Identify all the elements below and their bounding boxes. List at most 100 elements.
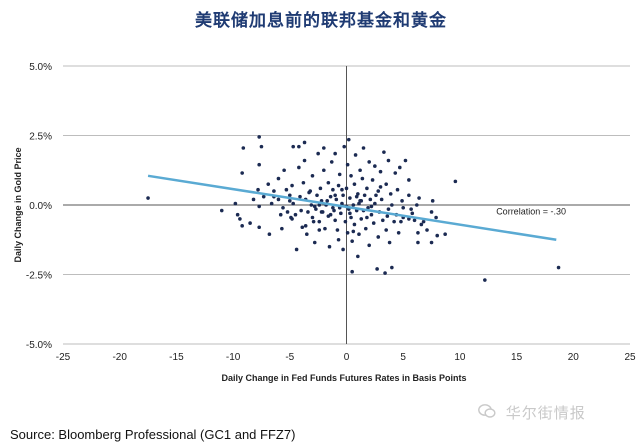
scatter-point <box>403 158 408 163</box>
scatter-point <box>272 189 276 193</box>
scatter-point <box>317 203 322 207</box>
scatter-point <box>241 146 246 150</box>
scatter-point <box>483 278 487 282</box>
scatter-point <box>323 226 327 231</box>
scatter-point <box>307 190 311 195</box>
scatter-point <box>341 193 345 198</box>
scatter-point <box>400 199 404 203</box>
scatter-point <box>385 214 390 218</box>
scatter-point <box>257 204 261 209</box>
scatter-point <box>416 240 420 245</box>
scatter-point <box>333 218 337 223</box>
scatter-point <box>248 221 252 225</box>
scatter-point <box>266 182 271 186</box>
scatter-point <box>359 217 364 221</box>
scatter-point <box>318 186 323 191</box>
scatter-point <box>368 197 373 202</box>
scatter-point <box>370 178 375 182</box>
scatter-point <box>397 165 402 170</box>
x-tick-label: 5 <box>400 352 406 363</box>
scatter-point <box>319 210 324 214</box>
scatter-point <box>298 194 302 199</box>
scatter-point <box>302 140 307 145</box>
scatter-point <box>367 160 371 164</box>
scatter-point <box>257 162 261 167</box>
x-tick-label: 25 <box>624 352 636 363</box>
scatter-point <box>219 208 224 213</box>
scatter-point <box>284 187 289 192</box>
scatter-point <box>399 219 403 224</box>
x-tick-label: 0 <box>344 352 350 363</box>
scatter-point <box>346 137 351 142</box>
scatter-point <box>415 203 419 207</box>
scatter-point <box>373 201 377 206</box>
scatter-point <box>374 193 378 198</box>
scatter-point <box>331 187 335 192</box>
scatter-point <box>378 169 383 174</box>
scatter-point <box>306 210 310 214</box>
scatter-point <box>358 168 362 173</box>
trendline <box>147 174 557 241</box>
scatter-point <box>369 212 374 217</box>
scatter-point <box>409 207 413 211</box>
y-tick-label: 5.0% <box>29 62 52 73</box>
scatter-point <box>288 199 292 203</box>
scatter-point <box>430 199 435 203</box>
x-tick-label: -10 <box>226 352 241 363</box>
scatter-point <box>384 228 388 232</box>
scatter-point <box>343 219 348 224</box>
scatter-point <box>314 207 318 211</box>
scatter-point <box>294 247 299 252</box>
scatter-point <box>316 151 320 156</box>
scatter-point <box>384 182 388 186</box>
scatter-point <box>410 211 415 216</box>
scatter-point <box>361 146 366 150</box>
scatter-point <box>351 203 356 207</box>
scatter-point <box>371 221 376 225</box>
scatter-point <box>365 186 369 191</box>
x-tick-label: -5 <box>285 352 294 363</box>
scatter-point <box>340 201 344 206</box>
scatter-point <box>390 203 394 207</box>
scatter-point <box>373 164 377 168</box>
scatter-point <box>365 215 369 220</box>
scatter-point <box>281 205 285 210</box>
scatter-point <box>288 193 292 198</box>
scatter-point <box>317 219 322 224</box>
scatter-point <box>280 226 284 231</box>
wechat-logo-icon <box>478 403 496 423</box>
scatter-point <box>310 174 315 178</box>
scatter-point <box>396 231 401 235</box>
scatter-point <box>359 199 364 203</box>
scatter-point <box>417 196 421 200</box>
scatter-point <box>278 212 283 217</box>
scatter-point <box>356 254 360 259</box>
scatter-point <box>333 151 337 156</box>
scatter-point <box>379 197 384 202</box>
scatter-point <box>251 197 256 202</box>
scatter-point <box>392 219 396 224</box>
source-note: Source: Bloomberg Professional (GC1 and … <box>10 427 296 442</box>
scatter-point <box>366 205 370 210</box>
scatter-point <box>297 144 301 149</box>
scatter-point <box>257 225 261 230</box>
scatter-point <box>240 224 244 228</box>
scatter-point <box>348 196 352 200</box>
scatter-point <box>269 201 274 206</box>
scatter-point <box>238 217 242 221</box>
scatter-point <box>395 187 400 192</box>
scatter-point <box>345 162 350 167</box>
scatter-point <box>282 168 286 173</box>
y-axis-label: Daily Change in Gold Price <box>13 147 23 262</box>
scatter-point <box>290 183 294 188</box>
scatter-point <box>310 215 315 220</box>
scatter-point <box>390 265 394 270</box>
scatter-point <box>332 208 336 213</box>
correlation-annotation: Correlation = -.30 <box>496 207 566 217</box>
scatter-point <box>386 207 391 211</box>
scatter-point <box>443 232 447 236</box>
scatter-point <box>326 180 331 185</box>
chart-title: 美联储加息前的联邦基金和黄金 <box>195 11 447 31</box>
x-tick-label: -20 <box>112 352 127 363</box>
